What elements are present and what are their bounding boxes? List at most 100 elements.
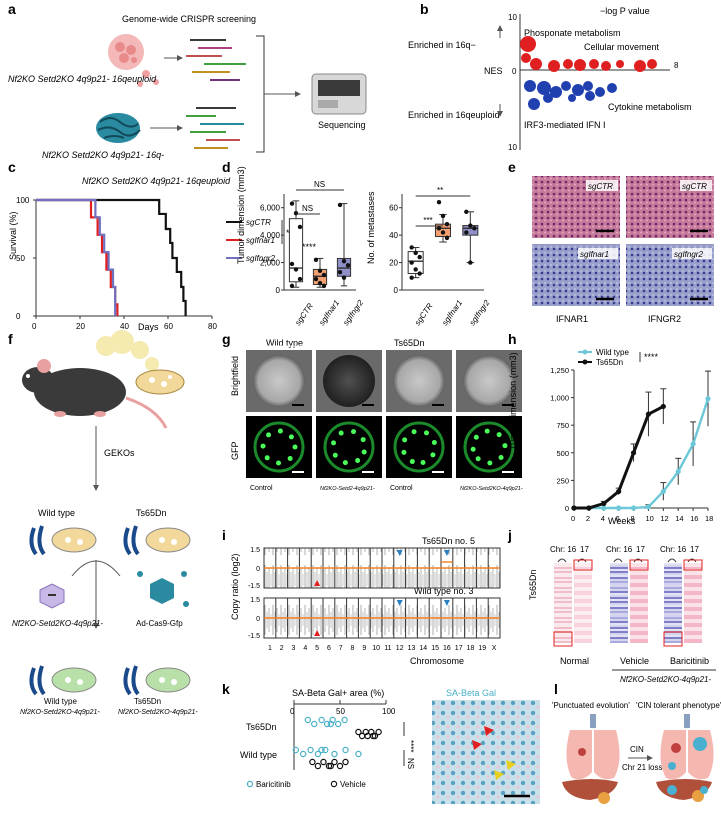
k-sig-2: NS xyxy=(406,758,415,769)
h-point xyxy=(660,488,666,495)
d-y-tick-label: 6,000 xyxy=(260,204,281,213)
panel-e: e sgCTR sgCTR sgIfnar1 sgIfngr2 IFNAR1 I… xyxy=(508,159,714,324)
f-vector-label: Ad-Cas9-Gfp xyxy=(136,619,183,628)
b-dot-up xyxy=(634,60,646,72)
g-gfp-spot xyxy=(431,440,437,446)
b-top-tick: 10 xyxy=(508,13,517,22)
g-gfp-spot xyxy=(332,452,338,458)
g-gfp-spot xyxy=(276,460,282,466)
d-point xyxy=(321,283,327,289)
j-highlight-16 xyxy=(663,631,683,647)
c-series-sgIfngr2 xyxy=(36,198,117,316)
i-y-tick-label: -1.5 xyxy=(248,583,260,590)
g-gfp-ring xyxy=(463,421,515,473)
d-sig-2: NS xyxy=(314,180,325,189)
d-y-tick-label: 2,000 xyxy=(260,259,281,268)
f-gekos-label: GEKOs xyxy=(104,448,135,458)
g-gfp-ring xyxy=(393,421,445,473)
organoid-cloud-icon xyxy=(96,330,159,371)
h-point xyxy=(705,396,711,402)
h-y-tick-label: 250 xyxy=(556,476,569,485)
g-gfp-spot xyxy=(288,434,294,440)
b-dot-down xyxy=(524,80,536,92)
f-dish-cell xyxy=(65,677,71,683)
k-x-tick-label: 50 xyxy=(336,707,345,716)
j-centromere xyxy=(633,558,643,563)
g-gfp-spot xyxy=(498,455,504,461)
d-point xyxy=(409,275,414,280)
g-gfp-spot xyxy=(411,429,417,435)
panel-l: l 'Punctuated evolution' 'CIN tolerant p… xyxy=(552,681,721,804)
b-dot-down xyxy=(550,86,562,98)
mouse-icon xyxy=(22,359,168,429)
b-dot-up xyxy=(530,58,542,70)
b-dot-up xyxy=(647,59,657,69)
f-chromosome-icon xyxy=(37,665,46,696)
b-dot-up xyxy=(574,59,586,71)
b-dot-up xyxy=(589,59,599,69)
b-dot-down xyxy=(583,81,593,91)
i-chrom-label: 3 xyxy=(292,645,296,652)
k-cat-ts65dn: Ts65Dn xyxy=(246,722,277,732)
g-caption: Control xyxy=(390,485,413,492)
panel-f: f GEKOs Wild type Ts65Dn xyxy=(8,330,198,716)
f-dish-icon xyxy=(51,527,97,553)
i-chrom-label: 17 xyxy=(455,645,463,652)
d-point xyxy=(297,224,303,230)
c-sig-2: **** xyxy=(302,242,317,252)
g-gfp-spot xyxy=(287,455,293,461)
panel-k-letter: k xyxy=(222,681,230,697)
top-guide-lines xyxy=(186,39,246,81)
e-col-ifnar1: IFNAR1 xyxy=(556,314,588,324)
f-dish-icon xyxy=(145,667,191,693)
h-point xyxy=(660,403,666,410)
i-y-tick-label: 1.5 xyxy=(250,547,260,554)
f-chromosome-icon xyxy=(123,527,132,556)
k-arrowhead-yellow-1 xyxy=(494,770,504,780)
i-chrom-label: X xyxy=(492,645,497,652)
g-gfp-spot xyxy=(264,455,270,461)
h-x-tick-label: 18 xyxy=(705,514,713,523)
h-x-tick-label: 8 xyxy=(631,514,635,523)
g-gfp-spot xyxy=(355,457,361,463)
d-y-tick-label: 20 xyxy=(389,259,398,268)
genotype-vector-icon xyxy=(39,583,65,609)
g-gfp-ring xyxy=(323,421,375,473)
g-row-brightfield: Brightfield xyxy=(230,356,240,396)
i-top-title: Ts65Dn no. 5 xyxy=(422,536,475,546)
k-cat-wildtype: Wild type xyxy=(240,750,277,760)
g-gfp-spot xyxy=(420,459,426,465)
b-dot-down xyxy=(543,93,553,103)
d-point xyxy=(337,269,343,275)
panel-j-letter: j xyxy=(507,527,512,543)
j-highlight-17 xyxy=(573,559,593,571)
k-point-Vehicle xyxy=(375,728,382,736)
k-legend-marker xyxy=(246,780,254,788)
b-dot-down xyxy=(561,81,571,91)
panel-g-letter: g xyxy=(222,331,231,347)
g-gfp-spot xyxy=(484,428,490,434)
i-chrom-label: 14 xyxy=(419,645,427,652)
d-point xyxy=(436,200,442,205)
f-bottom-ts: Ts65Dn xyxy=(134,697,161,706)
k-point-Baricitinib xyxy=(304,716,311,724)
c-series-sgIfnar1 xyxy=(36,198,119,316)
b-dot-up xyxy=(563,59,573,69)
h-x-tick-label: 2 xyxy=(586,514,590,523)
i-gain-marker xyxy=(396,600,403,606)
i-y-tick-label: 0 xyxy=(256,616,260,623)
panel-e-letter: e xyxy=(508,159,516,175)
panel-k: k SA-Beta Gal+ area (%) 0 50 100 Ts65Dn Wild… xyxy=(222,681,540,804)
bottom-cell-label: Nf2KO Setd2KO 4q9p21- 16q- xyxy=(42,150,164,160)
panel-c-letter: c xyxy=(8,159,16,175)
d-sig-2: ** xyxy=(437,186,443,195)
j-chr16-label: Chr: 16 xyxy=(550,545,577,554)
j-group-normal: Normal xyxy=(560,656,589,666)
h-series-Wild type xyxy=(574,398,710,510)
c-y-tick-label: 0 xyxy=(16,312,21,321)
f-bottom-dishes xyxy=(29,665,191,696)
d-point xyxy=(293,267,299,272)
k-point-Baricitinib xyxy=(342,746,349,754)
d-category-label: sgIfnar1 xyxy=(440,298,464,327)
